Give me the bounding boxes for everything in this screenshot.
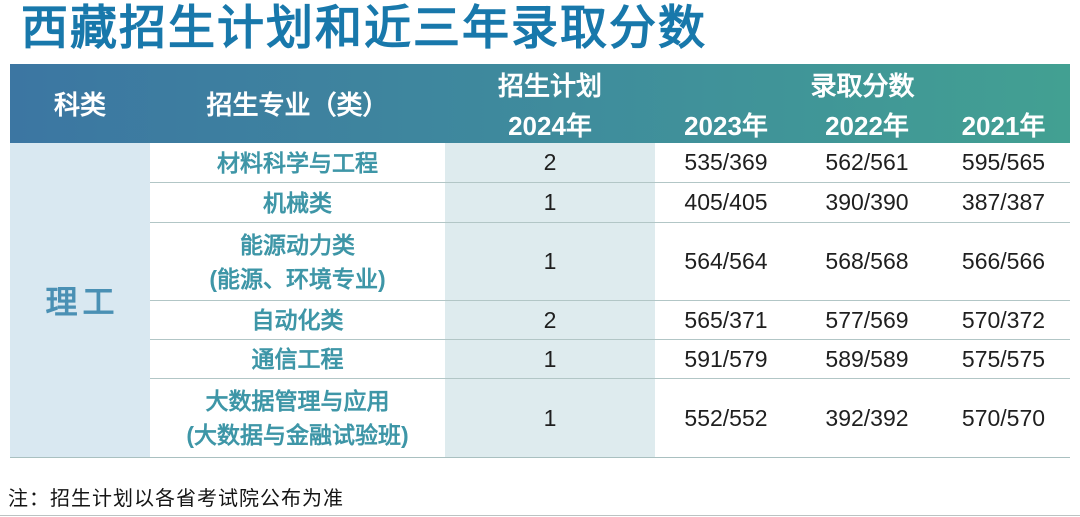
page-title: 西藏招生计划和近三年录取分数 — [21, 1, 707, 54]
specialty-cell: 材料科学与工程 — [150, 143, 445, 183]
specialty-line1: 通信工程 — [251, 346, 344, 372]
header-year-2023: 2023年 — [684, 110, 768, 141]
score-cell-2021: 575/575 — [937, 340, 1070, 379]
score-cell-2023: 405/405 — [655, 183, 797, 223]
header-score-group: 录取分数 — [810, 71, 915, 101]
plan-cell: 1 — [445, 340, 655, 379]
plan-cell: 1 — [445, 183, 655, 223]
specialty-cell: 自动化类 — [150, 301, 445, 340]
footnote: 注：招生计划以各省考试院公布为准 — [8, 488, 344, 510]
score-cell-2021: 570/372 — [937, 301, 1070, 340]
score-cell-2022: 577/569 — [797, 301, 937, 340]
specialty-line1: 大数据管理与应用 — [205, 388, 390, 414]
specialty-cell: 通信工程 — [150, 340, 445, 379]
header-plan-group: 招生计划 — [497, 71, 602, 101]
specialty-line1: 自动化类 — [251, 307, 344, 333]
table-header: 科类 招生专业（类） 招生计划 2024年 录取分数 2023年 2022年 2… — [10, 64, 1070, 143]
header-year-2022: 2022年 — [825, 110, 909, 141]
score-cell-2022: 562/561 — [797, 143, 937, 183]
specialty-cell: 机械类 — [150, 183, 445, 223]
specialty-line1: 材料科学与工程 — [217, 149, 378, 176]
category-cell: 理工 — [10, 143, 150, 457]
score-cell-2021: 595/565 — [937, 143, 1070, 183]
specialty-cell: 能源动力类 (能源、环境专业) — [150, 223, 445, 301]
specialty-line2: (能源、环境专业) — [209, 265, 386, 292]
score-cell-2023: 564/564 — [655, 223, 797, 301]
header-plan-year-2024: 2024年 — [508, 110, 592, 141]
plan-cell: 1 — [445, 379, 655, 457]
score-cell-2022: 390/390 — [797, 183, 937, 223]
specialty-line2: (大数据与金融试验班) — [186, 422, 409, 448]
specialty-cell: 大数据管理与应用 (大数据与金融试验班) — [150, 379, 445, 457]
admission-table: 科类 招生专业（类） 招生计划 2024年 录取分数 2023年 2022年 2… — [10, 64, 1070, 458]
header-category: 科类 — [53, 90, 106, 120]
score-cell-2023: 565/371 — [655, 301, 797, 340]
specialty-line1: 能源动力类 — [240, 231, 355, 258]
score-cell-2022: 568/568 — [797, 223, 937, 301]
score-cell-2023: 591/579 — [655, 340, 797, 379]
specialty-line1: 机械类 — [263, 189, 332, 216]
score-cell-2022: 589/589 — [797, 340, 937, 379]
bottom-divider — [0, 515, 1080, 516]
score-cell-2021: 570/570 — [937, 379, 1070, 457]
score-cell-2021: 566/566 — [937, 223, 1070, 301]
score-cell-2023: 552/552 — [655, 379, 797, 457]
score-cell-2021: 387/387 — [937, 183, 1070, 223]
plan-cell: 1 — [445, 223, 655, 301]
score-cell-2022: 392/392 — [797, 379, 937, 457]
plan-cell: 2 — [445, 143, 655, 183]
score-cell-2023: 535/369 — [655, 143, 797, 183]
header-specialty: 招生专业（类） — [206, 90, 389, 120]
header-year-2021: 2021年 — [961, 110, 1046, 141]
table-body: 理工 材料科学与工程 2 535/369 562/561 595/565 机械类… — [10, 143, 1070, 458]
plan-cell: 2 — [445, 301, 655, 340]
